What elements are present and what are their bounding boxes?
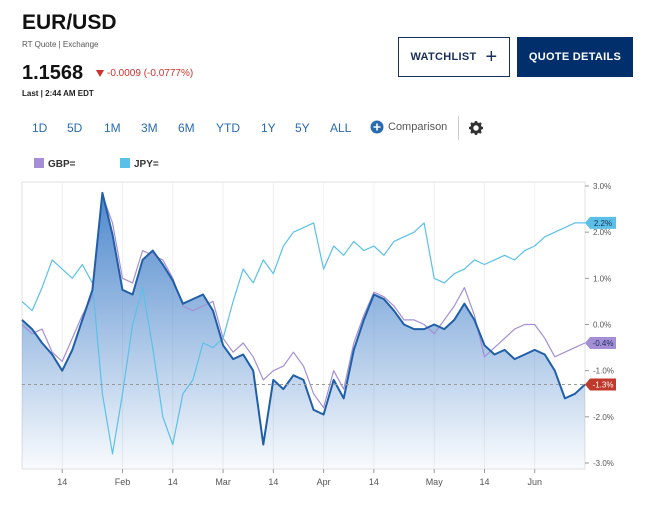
last-value-label: -0.4% [593,339,614,348]
series-line [21,191,586,446]
range-tab[interactable]: 1M [104,121,121,135]
range-tab[interactable]: 1D [32,121,48,135]
y-tick-label: -2.0% [593,413,614,422]
series-line [21,222,585,455]
last-value-badge [585,336,616,349]
range-tab[interactable]: 5Y [295,121,310,135]
x-tick-label: Feb [115,477,131,487]
x-tick-label: 14 [268,477,278,487]
x-tick-label: Apr [317,477,331,487]
legend-swatch [34,158,44,168]
x-tick-label: May [426,477,444,487]
legend-swatch [120,158,130,168]
range-tab[interactable]: 1Y [261,121,276,135]
price: 1.1568 [22,62,84,84]
settings-icon[interactable] [469,121,483,135]
separator [458,116,459,140]
y-tick-label: 1.0% [593,274,611,283]
y-tick-label: 0.0% [593,321,611,330]
price-change: -0.0009 (-0.0777%) [107,68,194,79]
y-tick-label: 3.0% [593,182,611,191]
last-value-badge [585,378,616,391]
x-tick-label: Jun [527,477,542,487]
range-tab[interactable]: ALL [330,121,352,135]
y-tick-label: -3.0% [593,459,614,468]
legend-label: GBP= [48,159,76,170]
range-tab[interactable]: 6M [178,121,195,135]
x-tick-label: 14 [57,477,67,487]
subtitle: RT Quote | Exchange [22,40,99,49]
button-label: WATCHLIST [410,51,477,63]
chart: GBP= JPY= 3.0% 2.0% 1.0% 0.0% -1.0% -2.0% -3.0% 1… [21,158,616,487]
x-tick-label: 14 [168,477,178,487]
plus-circle [370,120,384,134]
comparison-label: Comparison [388,121,448,133]
area [22,192,585,469]
range-tab[interactable]: 5D [67,121,83,135]
watchlist-button[interactable]: WATCHLIST + [398,37,510,77]
down-arrow [96,70,104,77]
plus-icon: + [485,45,498,68]
x-tick-label: Mar [215,477,231,487]
range-tab[interactable]: 3M [141,121,158,135]
quote-details-button[interactable]: QUOTE DETAILS [517,37,633,77]
last-value-label: 2.2% [594,219,612,228]
last-value-label: -1.3% [593,381,614,390]
title: EUR/USD [22,11,117,34]
timestamp: Last | 2:44 AM EDT [22,89,94,98]
comparison-button[interactable]: Comparison [370,120,447,134]
last-value-badge [585,216,616,229]
y-tick-label: -1.0% [593,367,614,376]
legend-label: JPY= [134,159,159,170]
range-tab[interactable]: YTD [216,121,240,135]
x-tick-label: 14 [369,477,379,487]
y-tick-label: 2.0% [593,228,611,237]
x-tick-label: 14 [479,477,489,487]
